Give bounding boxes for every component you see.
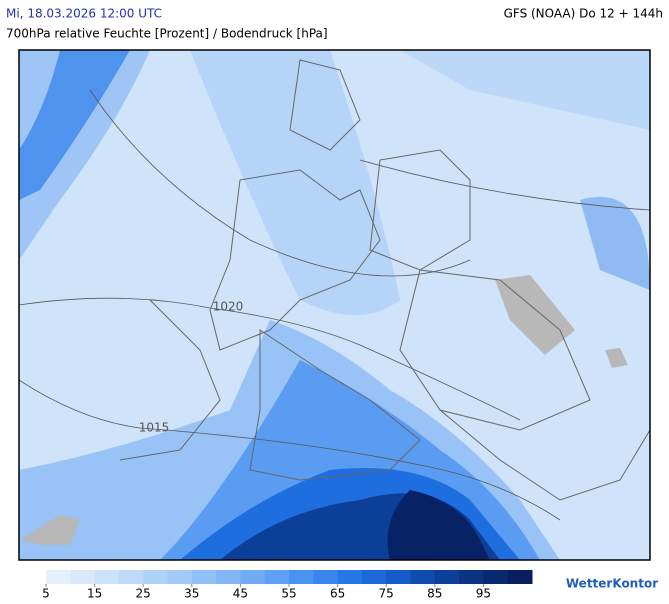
map: 1020 1015 bbox=[18, 49, 651, 561]
legend-tick-label: 85 bbox=[427, 587, 442, 601]
legend-swatch bbox=[313, 570, 339, 584]
legend-tick-label: 65 bbox=[330, 587, 345, 601]
legend-swatch bbox=[459, 570, 484, 584]
valid-time: Mi, 18.03.2026 12:00 UTC bbox=[6, 7, 162, 21]
isobar-label: 1015 bbox=[139, 421, 170, 435]
legend-tick-label: 35 bbox=[184, 587, 199, 601]
legend-swatch bbox=[507, 570, 533, 584]
legend-tick-label: 25 bbox=[136, 587, 151, 601]
legend-swatch bbox=[434, 570, 460, 584]
legend-tick-label: 95 bbox=[476, 587, 491, 601]
legend-swatch bbox=[46, 570, 71, 584]
legend-tick-label: 5 bbox=[42, 587, 50, 601]
legend-swatch bbox=[118, 570, 144, 584]
legend-swatch bbox=[70, 570, 96, 584]
legend-swatch bbox=[386, 570, 411, 584]
legend-swatch bbox=[216, 570, 241, 584]
legend-swatch bbox=[167, 570, 193, 584]
legend-swatch bbox=[264, 570, 290, 584]
legend-swatch bbox=[483, 570, 509, 584]
legend-swatch bbox=[337, 570, 363, 584]
legend-swatch bbox=[410, 570, 436, 584]
legend-swatch bbox=[289, 570, 314, 584]
legend-swatch bbox=[143, 570, 168, 584]
subtitle: 700hPa relative Feuchte [Prozent] / Bode… bbox=[6, 27, 328, 41]
legend-swatch bbox=[361, 570, 387, 584]
isobar-label: 1020 bbox=[213, 300, 244, 314]
legend-swatch bbox=[191, 570, 217, 584]
model-run: GFS (NOAA) Do 12 + 144h bbox=[504, 7, 663, 21]
legend-swatch bbox=[94, 570, 120, 584]
brand: WetterKontor bbox=[566, 577, 658, 591]
legend-tick-label: 55 bbox=[281, 587, 296, 601]
legend-tick-label: 75 bbox=[379, 587, 394, 601]
legend-tick-label: 15 bbox=[87, 587, 102, 601]
legend-tick-label: 45 bbox=[233, 587, 248, 601]
legend: 5 15 25 35 45 55 65 75 85 95 bbox=[42, 570, 533, 601]
legend-swatch bbox=[240, 570, 266, 584]
